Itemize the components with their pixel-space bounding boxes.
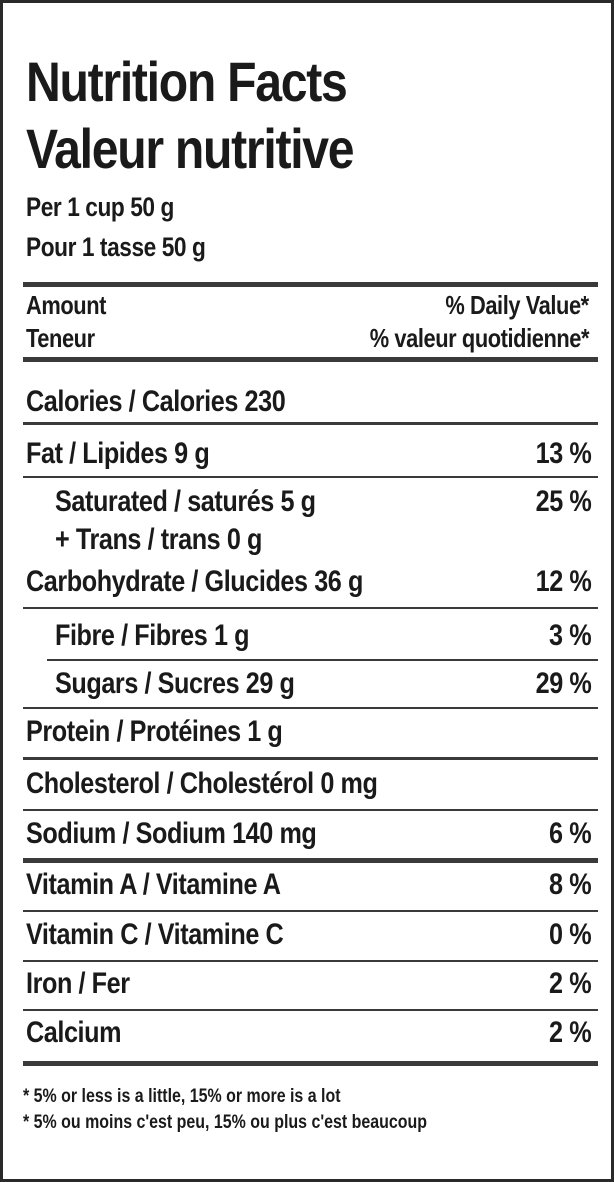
thick-divider — [23, 858, 598, 863]
row-divider — [23, 757, 598, 760]
vitamin-a-daily-value: 8 % — [548, 868, 592, 901]
row-divider — [23, 707, 598, 709]
title-english: Nutrition Facts — [26, 50, 348, 113]
iron-row: Iron / Fer — [26, 967, 130, 1000]
sodium-daily-value: 6 % — [548, 817, 592, 850]
daily-value-header-french: % valeur quotidienne* — [369, 323, 590, 353]
sugars-row: Sugars / Sucres 29 g — [55, 667, 295, 700]
thick-divider — [23, 282, 598, 287]
daily-value-header-english: % Daily Value* — [445, 290, 590, 320]
fibre-row: Fibre / Fibres 1 g — [55, 619, 250, 652]
fat-row: Fat / Lipides 9 g — [26, 437, 210, 470]
row-divider — [23, 960, 598, 962]
row-divider — [23, 607, 598, 609]
serving-size-french: Pour 1 tasse 50 g — [26, 232, 206, 262]
saturated-fat-daily-value: 25 % — [535, 485, 591, 518]
row-divider — [23, 422, 598, 425]
fibre-daily-value: 3 % — [548, 619, 592, 652]
vitamin-a-row: Vitamin A / Vitamine A — [26, 868, 281, 901]
calcium-row: Calcium — [26, 1016, 122, 1049]
footnote-french: * 5% ou moins c'est peu, 15% ou plus c'e… — [23, 1112, 428, 1133]
row-divider — [23, 809, 598, 811]
amount-header-english: Amount — [26, 290, 106, 320]
row-divider — [23, 910, 598, 912]
thick-divider — [23, 357, 598, 362]
cholesterol-row: Cholesterol / Cholestérol 0 mg — [26, 767, 378, 800]
row-divider — [47, 659, 598, 661]
saturated-fat-row: Saturated / saturés 5 g — [55, 485, 316, 518]
carbohydrate-row: Carbohydrate / Glucides 36 g — [26, 565, 363, 598]
serving-size-english: Per 1 cup 50 g — [26, 192, 174, 222]
footnote-english: * 5% or less is a little, 15% or more is… — [23, 1086, 341, 1107]
calcium-daily-value: 2 % — [548, 1016, 592, 1049]
row-divider — [23, 476, 598, 478]
title-french: Valeur nutritive — [26, 117, 355, 180]
calories-row: Calories / Calories 230 — [26, 385, 286, 418]
amount-header-french: Teneur — [26, 323, 95, 353]
trans-fat-row: + Trans / trans 0 g — [55, 523, 263, 556]
vitamin-c-daily-value: 0 % — [548, 918, 592, 951]
protein-row: Protein / Protéines 1 g — [26, 715, 283, 748]
iron-daily-value: 2 % — [548, 967, 592, 1000]
sugars-daily-value: 29 % — [535, 667, 591, 700]
fat-daily-value: 13 % — [535, 437, 591, 470]
thick-divider — [23, 1061, 598, 1066]
row-divider — [23, 1009, 598, 1011]
sodium-row: Sodium / Sodium 140 mg — [26, 817, 317, 850]
carbohydrate-daily-value: 12 % — [535, 565, 591, 598]
vitamin-c-row: Vitamin C / Vitamine C — [26, 918, 284, 951]
